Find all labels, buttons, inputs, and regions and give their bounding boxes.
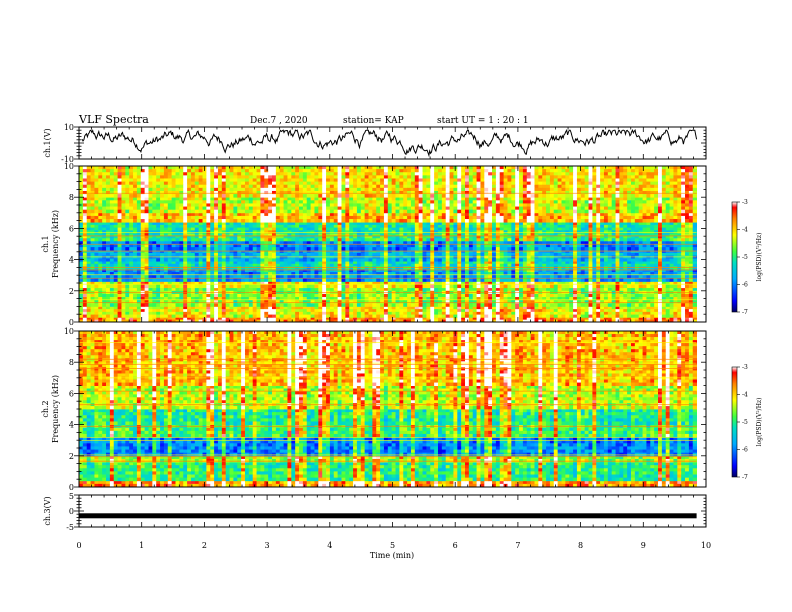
panel-ch1-voltage: 10 -10 ch.1(V) (43, 123, 707, 164)
ytick-label: 6 (69, 389, 74, 398)
ch1-spectrogram-image (79, 166, 697, 323)
colorbar-tick-label: -3 (742, 199, 748, 206)
xtick-label: 6 (453, 541, 458, 550)
ytick-label: 2 (69, 452, 74, 461)
ch1-spectrogram-ticks (74, 165, 707, 323)
xtick-label: 2 (202, 541, 207, 550)
colorbar-tick-label: -5 (742, 254, 748, 261)
ytick-label: 6 (69, 224, 74, 233)
colorbar-ch1-label: log(PSD)(V²/Hz) (756, 233, 763, 282)
xtick-label: 5 (390, 541, 395, 550)
colorbar-tick-label: -5 (742, 419, 748, 426)
colorbar-tick-label: -7 (742, 474, 748, 481)
colorbar-ch1-ticks: -3 -4 -5 -6 -7 (737, 199, 748, 316)
time-axis-tick-labels: 0 1 2 3 4 5 6 7 8 9 10 (76, 541, 711, 550)
xtick-label: 4 (327, 541, 332, 550)
ytick-label: 0 (69, 318, 74, 327)
ch2-channel-label: ch.2 (41, 400, 50, 417)
xtick-label: 10 (701, 541, 711, 550)
ch1-spectrogram-ytick-labels: 0 2 4 6 8 10 (64, 162, 74, 327)
ch3-voltage-ylabel: ch.3(V) (43, 496, 52, 525)
ch3-ytick-bottom: -5 (66, 523, 74, 532)
ch3-ytick-mid: 0 (69, 507, 74, 516)
colorbar-tick-label: -7 (742, 309, 748, 316)
ytick-label: 8 (69, 358, 74, 367)
colorbar-tick-label: -4 (742, 392, 748, 399)
ch2-spectrogram-ytick-labels: 0 2 4 6 8 10 (64, 327, 74, 492)
colorbar-ch2-ticks: -3 -4 -5 -6 -7 (737, 364, 748, 481)
xtick-label: 8 (578, 541, 583, 550)
xtick-label: 3 (265, 541, 270, 550)
ytick-label: 2 (69, 287, 74, 296)
colorbar-ch2-label: log(PSD)(V²/Hz) (756, 398, 763, 447)
colorbar-ch1: -3 -4 -5 -6 -7 log(PSD)(V²/Hz) (731, 199, 763, 316)
ytick-label: 8 (69, 193, 74, 202)
panel-ch1-spectrogram: 0 2 4 6 8 10 ch.1 Frequency (kHz) (41, 162, 707, 327)
ytick-label: 4 (69, 256, 74, 265)
start-ut-label: start UT = 1 : 20 : 1 (437, 116, 529, 126)
panel-ch2-spectrogram: 0 2 4 6 8 10 ch.2 Frequency (kHz) (41, 327, 707, 492)
xtick-label: 7 (515, 541, 520, 550)
panel-ch3-voltage: 5 0 -5 ch.3(V) 0 1 2 3 4 5 6 7 8 9 10 Time (min) (43, 492, 711, 560)
ytick-label: 4 (69, 421, 74, 430)
ytick-label: 10 (64, 162, 74, 171)
ch3-voltage-trace (79, 513, 697, 519)
date-label: Dec.7 , 2020 (250, 116, 308, 126)
colorbar-tick-label: -6 (742, 282, 748, 289)
colorbar-tick-label: -3 (742, 364, 748, 371)
xtick-label: 9 (641, 541, 646, 550)
ch1-voltage-ylabel: ch.1(V) (43, 128, 52, 157)
ch1-ytick-bottom: -10 (61, 155, 74, 164)
ytick-label: 10 (64, 327, 74, 336)
ch1-voltage-trace (81, 128, 698, 158)
colorbar-ch2: -3 -4 -5 -6 -7 log(PSD)(V²/Hz) (731, 364, 763, 481)
colorbar-tick-label: -6 (742, 447, 748, 454)
ch1-frequency-ylabel: Frequency (kHz) (51, 210, 60, 278)
ch1-channel-label: ch.1 (41, 235, 50, 252)
xtick-label: 0 (76, 541, 81, 550)
figure-title: VLF Spectra (78, 113, 149, 126)
ch2-frequency-ylabel: Frequency (kHz) (51, 375, 60, 443)
ytick-label: 0 (69, 483, 74, 492)
time-axis-label: Time (min) (370, 551, 414, 560)
station-label: station= KAP (343, 116, 404, 126)
colorbar-tick-label: -4 (742, 227, 748, 234)
ch2-spectrogram-image (79, 331, 697, 488)
ch1-voltage-ticks (74, 126, 707, 160)
xtick-label: 1 (139, 541, 144, 550)
ch2-spectrogram-ticks (74, 330, 707, 488)
ch3-voltage-ticks (74, 494, 707, 528)
ch3-ytick-top: 5 (69, 492, 74, 501)
ch1-ytick-top: 10 (64, 123, 74, 132)
